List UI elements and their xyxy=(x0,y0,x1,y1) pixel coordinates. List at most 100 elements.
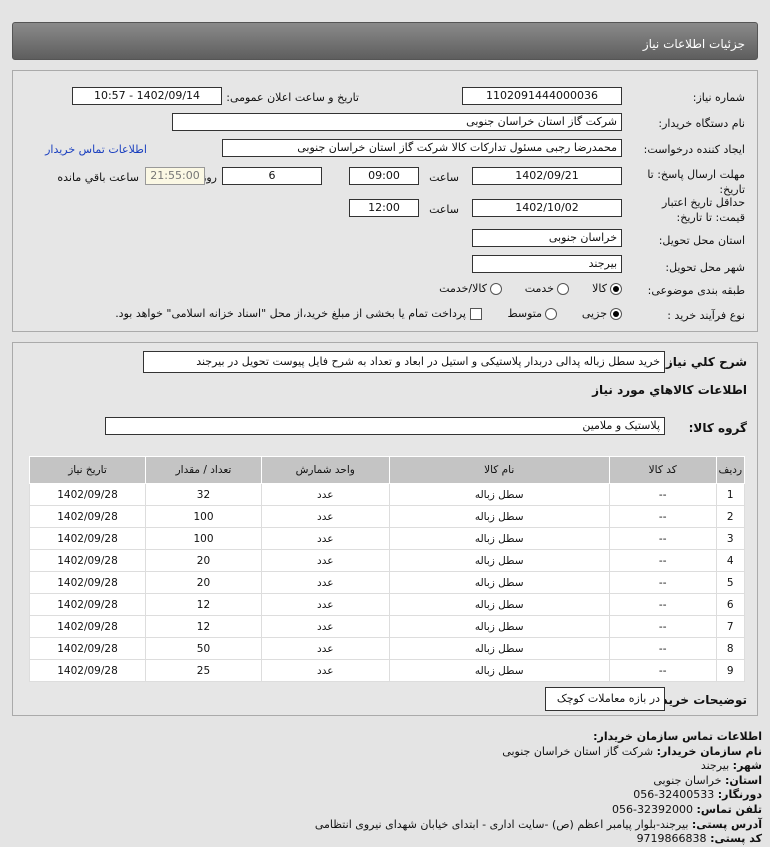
treasury-payment-checkbox[interactable]: پرداخت تمام یا بخشی از مبلغ خرید،از محل … xyxy=(115,307,482,320)
table-header-row: ردیف کد کالا نام کالا واحد شمارش تعداد / مقد… xyxy=(28,456,746,484)
radio-icon[interactable] xyxy=(545,308,557,320)
category-radio-service[interactable]: خدمت xyxy=(525,282,569,295)
days-field: 6 xyxy=(222,167,322,185)
need-info-panel: شماره نیاز: 1102091444000036 تاریخ و ساع… xyxy=(12,70,758,332)
goods-group-label: گروه کالا: xyxy=(688,421,747,435)
deadline-date-field: 1402/09/21 xyxy=(472,167,622,185)
table-row: 1 -- سطل زباله عدد 32 1402/09/28 xyxy=(28,483,746,506)
table-cell: عدد xyxy=(260,593,390,616)
contact-value: 32392000-056 xyxy=(612,802,694,816)
contact-value: بیرجند xyxy=(700,759,730,773)
contact-item: کد پستی: 9719866838 xyxy=(315,832,762,847)
table-cell: -- xyxy=(608,615,717,638)
remaining-label: ساعت باقي مانده xyxy=(57,171,139,184)
buyer-org-label: نام دستگاه خریدار: xyxy=(658,117,745,130)
table-cell: 25 xyxy=(145,659,262,682)
table-cell: 100 xyxy=(145,505,262,528)
process-radio-minor[interactable]: جزیی xyxy=(582,307,622,320)
table-cell: 1402/09/28 xyxy=(28,505,147,528)
contact-value: 32400533-056 xyxy=(633,788,715,802)
table-cell: -- xyxy=(608,571,717,594)
table-cell: 1402/09/28 xyxy=(28,527,147,550)
contact-label: کد پستی: xyxy=(710,832,762,846)
buyer-contact-link[interactable]: اطلاعات تماس خریدار xyxy=(45,143,147,156)
goods-table: ردیف کد کالا نام کالا واحد شمارش تعداد / مقد… xyxy=(28,456,746,682)
deadline-time-label: ساعت xyxy=(429,171,459,184)
table-cell: سطل زباله xyxy=(388,571,610,594)
table-body: 1 -- سطل زباله عدد 32 1402/09/28 2 -- سطل زباله ع… xyxy=(28,483,746,682)
city-label: شهر محل تحویل: xyxy=(665,261,745,274)
table-cell: 4 xyxy=(715,549,746,572)
table-cell: 20 xyxy=(145,571,262,594)
need-details-panel: شرح کلي نیاز: خرید سطل زباله پدالی دربدا… xyxy=(12,342,758,716)
contact-item: دورنگار: 32400533-056 xyxy=(315,788,762,803)
radio-selected-icon[interactable] xyxy=(610,308,622,320)
table-cell: عدد xyxy=(260,615,390,638)
contact-label: نام سازمان خریدار: xyxy=(656,744,762,758)
table-cell: سطل زباله xyxy=(388,615,610,638)
table-row: 7 -- سطل زباله عدد 12 1402/09/28 xyxy=(28,615,746,638)
contact-label: تلفن تماس: xyxy=(696,802,762,816)
category-label: طبقه بندی موضوعی: xyxy=(647,284,745,297)
process-radio-medium[interactable]: متوسط xyxy=(507,307,557,320)
description-field: خرید سطل زباله پدالی دربدار پلاستیکی و ا… xyxy=(143,351,665,373)
table-row: 6 -- سطل زباله عدد 12 1402/09/28 xyxy=(28,593,746,616)
table-cell: 1402/09/28 xyxy=(28,593,147,616)
radio-icon[interactable] xyxy=(557,283,569,295)
buyer-notes-field: در بازه معاملات کوچک xyxy=(545,687,665,711)
creator-field: محمدرضا رجبی مسئول تدارکات کالا شرکت گاز… xyxy=(222,139,622,157)
table-cell: -- xyxy=(608,549,717,572)
table-row: 9 -- سطل زباله عدد 25 1402/09/28 xyxy=(28,659,746,682)
column-header: کد کالا xyxy=(608,456,717,484)
table-cell: 1 xyxy=(715,483,746,506)
province-field: خراسان جنوبی xyxy=(472,229,622,247)
table-cell: 32 xyxy=(145,483,262,506)
contact-item: نام سازمان خریدار: شرکت گاز استان خراسان… xyxy=(315,745,762,760)
contact-item: استان: خراسان جنوبی xyxy=(315,774,762,789)
column-header: نام کالا xyxy=(388,456,610,484)
table-cell: -- xyxy=(608,637,717,660)
table-row: 3 -- سطل زباله عدد 100 1402/09/28 xyxy=(28,527,746,550)
table-cell: 12 xyxy=(145,593,262,616)
contact-item: تلفن تماس: 32392000-056 xyxy=(315,803,762,818)
deadline-time-field: 09:00 xyxy=(349,167,419,185)
contact-title: اطلاعات تماس سازمان خریدار: xyxy=(593,730,762,743)
contact-item: آدرس پستی: بیرجند-بلوار پیامبر اعظم (ص) … xyxy=(315,818,762,833)
process-label: نوع فرآیند خرید : xyxy=(667,309,745,322)
checkbox-icon[interactable] xyxy=(470,308,482,320)
table-cell: عدد xyxy=(260,483,390,506)
description-label: شرح کلي نیاز: xyxy=(661,355,747,369)
need-number-label: شماره نیاز: xyxy=(692,91,745,104)
column-header: تاریخ نیاز xyxy=(28,456,147,484)
need-number-field: 1102091444000036 xyxy=(462,87,622,105)
table-cell: 12 xyxy=(145,615,262,638)
table-cell: 2 xyxy=(715,505,746,528)
category-radio-goods-service[interactable]: کالا/خدمت xyxy=(439,282,502,295)
column-header: ردیف xyxy=(715,456,746,484)
table-row: 8 -- سطل زباله عدد 50 1402/09/28 xyxy=(28,637,746,660)
table-cell: 9 xyxy=(715,659,746,682)
province-label: استان محل تحویل: xyxy=(658,234,745,247)
table-cell: 8 xyxy=(715,637,746,660)
table-cell: 1402/09/28 xyxy=(28,615,147,638)
table-cell: سطل زباله xyxy=(388,505,610,528)
radio-selected-icon[interactable] xyxy=(610,283,622,295)
table-cell: عدد xyxy=(260,527,390,550)
table-cell: 20 xyxy=(145,549,262,572)
table-cell: 1402/09/28 xyxy=(28,659,147,682)
goods-info-title: اطلاعات کالاهاي مورد نیاز xyxy=(592,383,747,397)
buyer-contact-info: اطلاعات تماس سازمان خریدار: نام سازمان خ… xyxy=(315,730,762,847)
column-header: تعداد / مقدار xyxy=(145,456,262,484)
page-header: جزئیات اطلاعات نیاز xyxy=(12,22,758,60)
table-cell: -- xyxy=(608,659,717,682)
table-cell: سطل زباله xyxy=(388,637,610,660)
category-radio-goods[interactable]: کالا xyxy=(592,282,622,295)
table-cell: -- xyxy=(608,505,717,528)
validity-date-field: 1402/10/02 xyxy=(472,199,622,217)
validity-time-field: 12:00 xyxy=(349,199,419,217)
table-cell: سطل زباله xyxy=(388,659,610,682)
table-cell: 1402/09/28 xyxy=(28,637,147,660)
validity-time-label: ساعت xyxy=(429,203,459,216)
radio-icon[interactable] xyxy=(490,283,502,295)
contact-value: شرکت گاز استان خراسان جنوبی xyxy=(502,744,654,758)
